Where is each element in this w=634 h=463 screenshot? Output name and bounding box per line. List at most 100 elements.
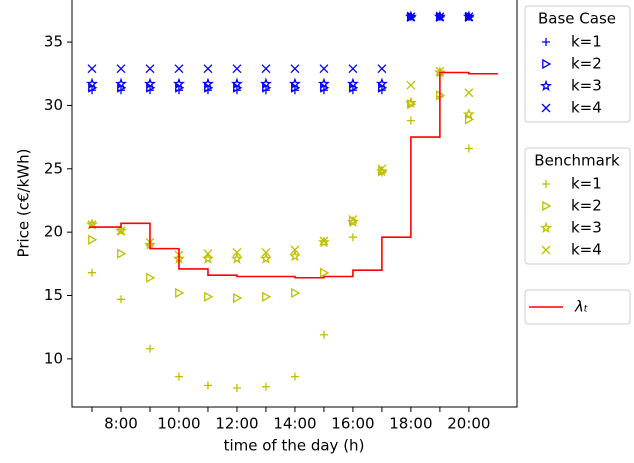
point xyxy=(433,10,446,22)
point xyxy=(406,116,415,125)
point xyxy=(404,96,417,109)
point xyxy=(232,383,241,392)
point xyxy=(175,287,185,299)
legend-title: Benchmark xyxy=(534,152,620,170)
point xyxy=(174,372,183,381)
point xyxy=(88,234,98,245)
legend-marker xyxy=(542,38,550,46)
point xyxy=(203,64,213,74)
point xyxy=(435,12,445,22)
point xyxy=(203,381,212,390)
point xyxy=(377,164,387,174)
point xyxy=(406,12,416,22)
legend-marker xyxy=(542,180,550,188)
point xyxy=(116,226,126,236)
point xyxy=(317,77,330,90)
legend-marker xyxy=(541,103,551,113)
step-line xyxy=(89,71,498,279)
point xyxy=(346,77,359,90)
legend-label: k=2 xyxy=(571,197,602,215)
point xyxy=(114,77,128,90)
y-tick-label: 25 xyxy=(44,159,63,177)
point xyxy=(348,215,358,224)
point xyxy=(114,224,128,236)
point xyxy=(404,10,417,22)
point xyxy=(406,80,416,90)
point xyxy=(319,330,328,339)
legend-label: k=4 xyxy=(571,241,602,259)
legend-label: k=3 xyxy=(571,219,602,237)
point xyxy=(319,64,329,74)
point xyxy=(290,245,300,255)
point xyxy=(116,64,126,74)
point xyxy=(375,77,388,90)
point xyxy=(88,268,97,277)
point xyxy=(85,77,99,90)
legend-label: k=2 xyxy=(571,55,602,73)
legend-label: k=1 xyxy=(571,33,602,51)
point xyxy=(261,382,270,391)
point xyxy=(464,88,474,98)
legend-label: k=1 xyxy=(571,175,602,193)
point xyxy=(348,64,358,74)
legend-marker xyxy=(539,221,553,234)
point xyxy=(143,77,156,90)
point xyxy=(230,77,243,90)
point xyxy=(261,64,271,74)
legend-box xyxy=(524,147,631,265)
x-tick-label: 12:00 xyxy=(215,415,258,433)
y-tick-label: 30 xyxy=(44,96,63,114)
y-tick-label: 20 xyxy=(44,223,63,241)
point xyxy=(145,344,154,353)
point xyxy=(232,64,242,74)
x-tick-label: 18:00 xyxy=(389,415,432,433)
point xyxy=(290,372,299,381)
point xyxy=(320,267,330,278)
point xyxy=(288,77,301,90)
point xyxy=(348,233,357,242)
point xyxy=(259,252,272,264)
point xyxy=(319,236,329,246)
x-tick-label: 14:00 xyxy=(273,415,316,433)
legend-box xyxy=(524,5,631,123)
point xyxy=(230,252,243,264)
point xyxy=(145,64,155,74)
legend-label: λₜ xyxy=(574,298,588,316)
point xyxy=(204,291,214,302)
legend-marker xyxy=(542,58,552,70)
point xyxy=(317,235,330,248)
y-tick-label: 15 xyxy=(44,286,63,304)
point xyxy=(290,64,300,74)
legend-marker xyxy=(541,245,551,255)
legend-marker xyxy=(542,200,552,212)
point xyxy=(232,247,242,257)
legend-title: Base Case xyxy=(538,10,616,28)
point xyxy=(262,291,272,302)
plot-frame xyxy=(71,0,518,408)
point xyxy=(233,292,243,304)
point xyxy=(464,144,473,153)
y-tick-label: 10 xyxy=(44,349,63,367)
x-tick-label: 10:00 xyxy=(157,415,200,433)
point xyxy=(288,249,301,262)
x-tick-label: 16:00 xyxy=(331,415,374,433)
point xyxy=(259,77,272,90)
x-tick-label: 8:00 xyxy=(104,415,138,433)
legend-marker xyxy=(539,79,553,92)
point xyxy=(203,249,213,259)
point xyxy=(435,66,445,76)
point xyxy=(116,295,125,304)
point xyxy=(462,107,475,120)
point xyxy=(174,64,184,74)
point xyxy=(201,252,214,264)
legend-label: k=4 xyxy=(571,99,602,117)
point xyxy=(117,248,127,259)
point xyxy=(346,215,359,228)
point xyxy=(291,287,301,299)
point xyxy=(465,114,475,125)
point xyxy=(407,99,417,110)
legend-label: k=3 xyxy=(571,77,602,95)
point xyxy=(87,64,97,74)
y-axis-label: Price (c€/kWh) xyxy=(15,149,33,258)
